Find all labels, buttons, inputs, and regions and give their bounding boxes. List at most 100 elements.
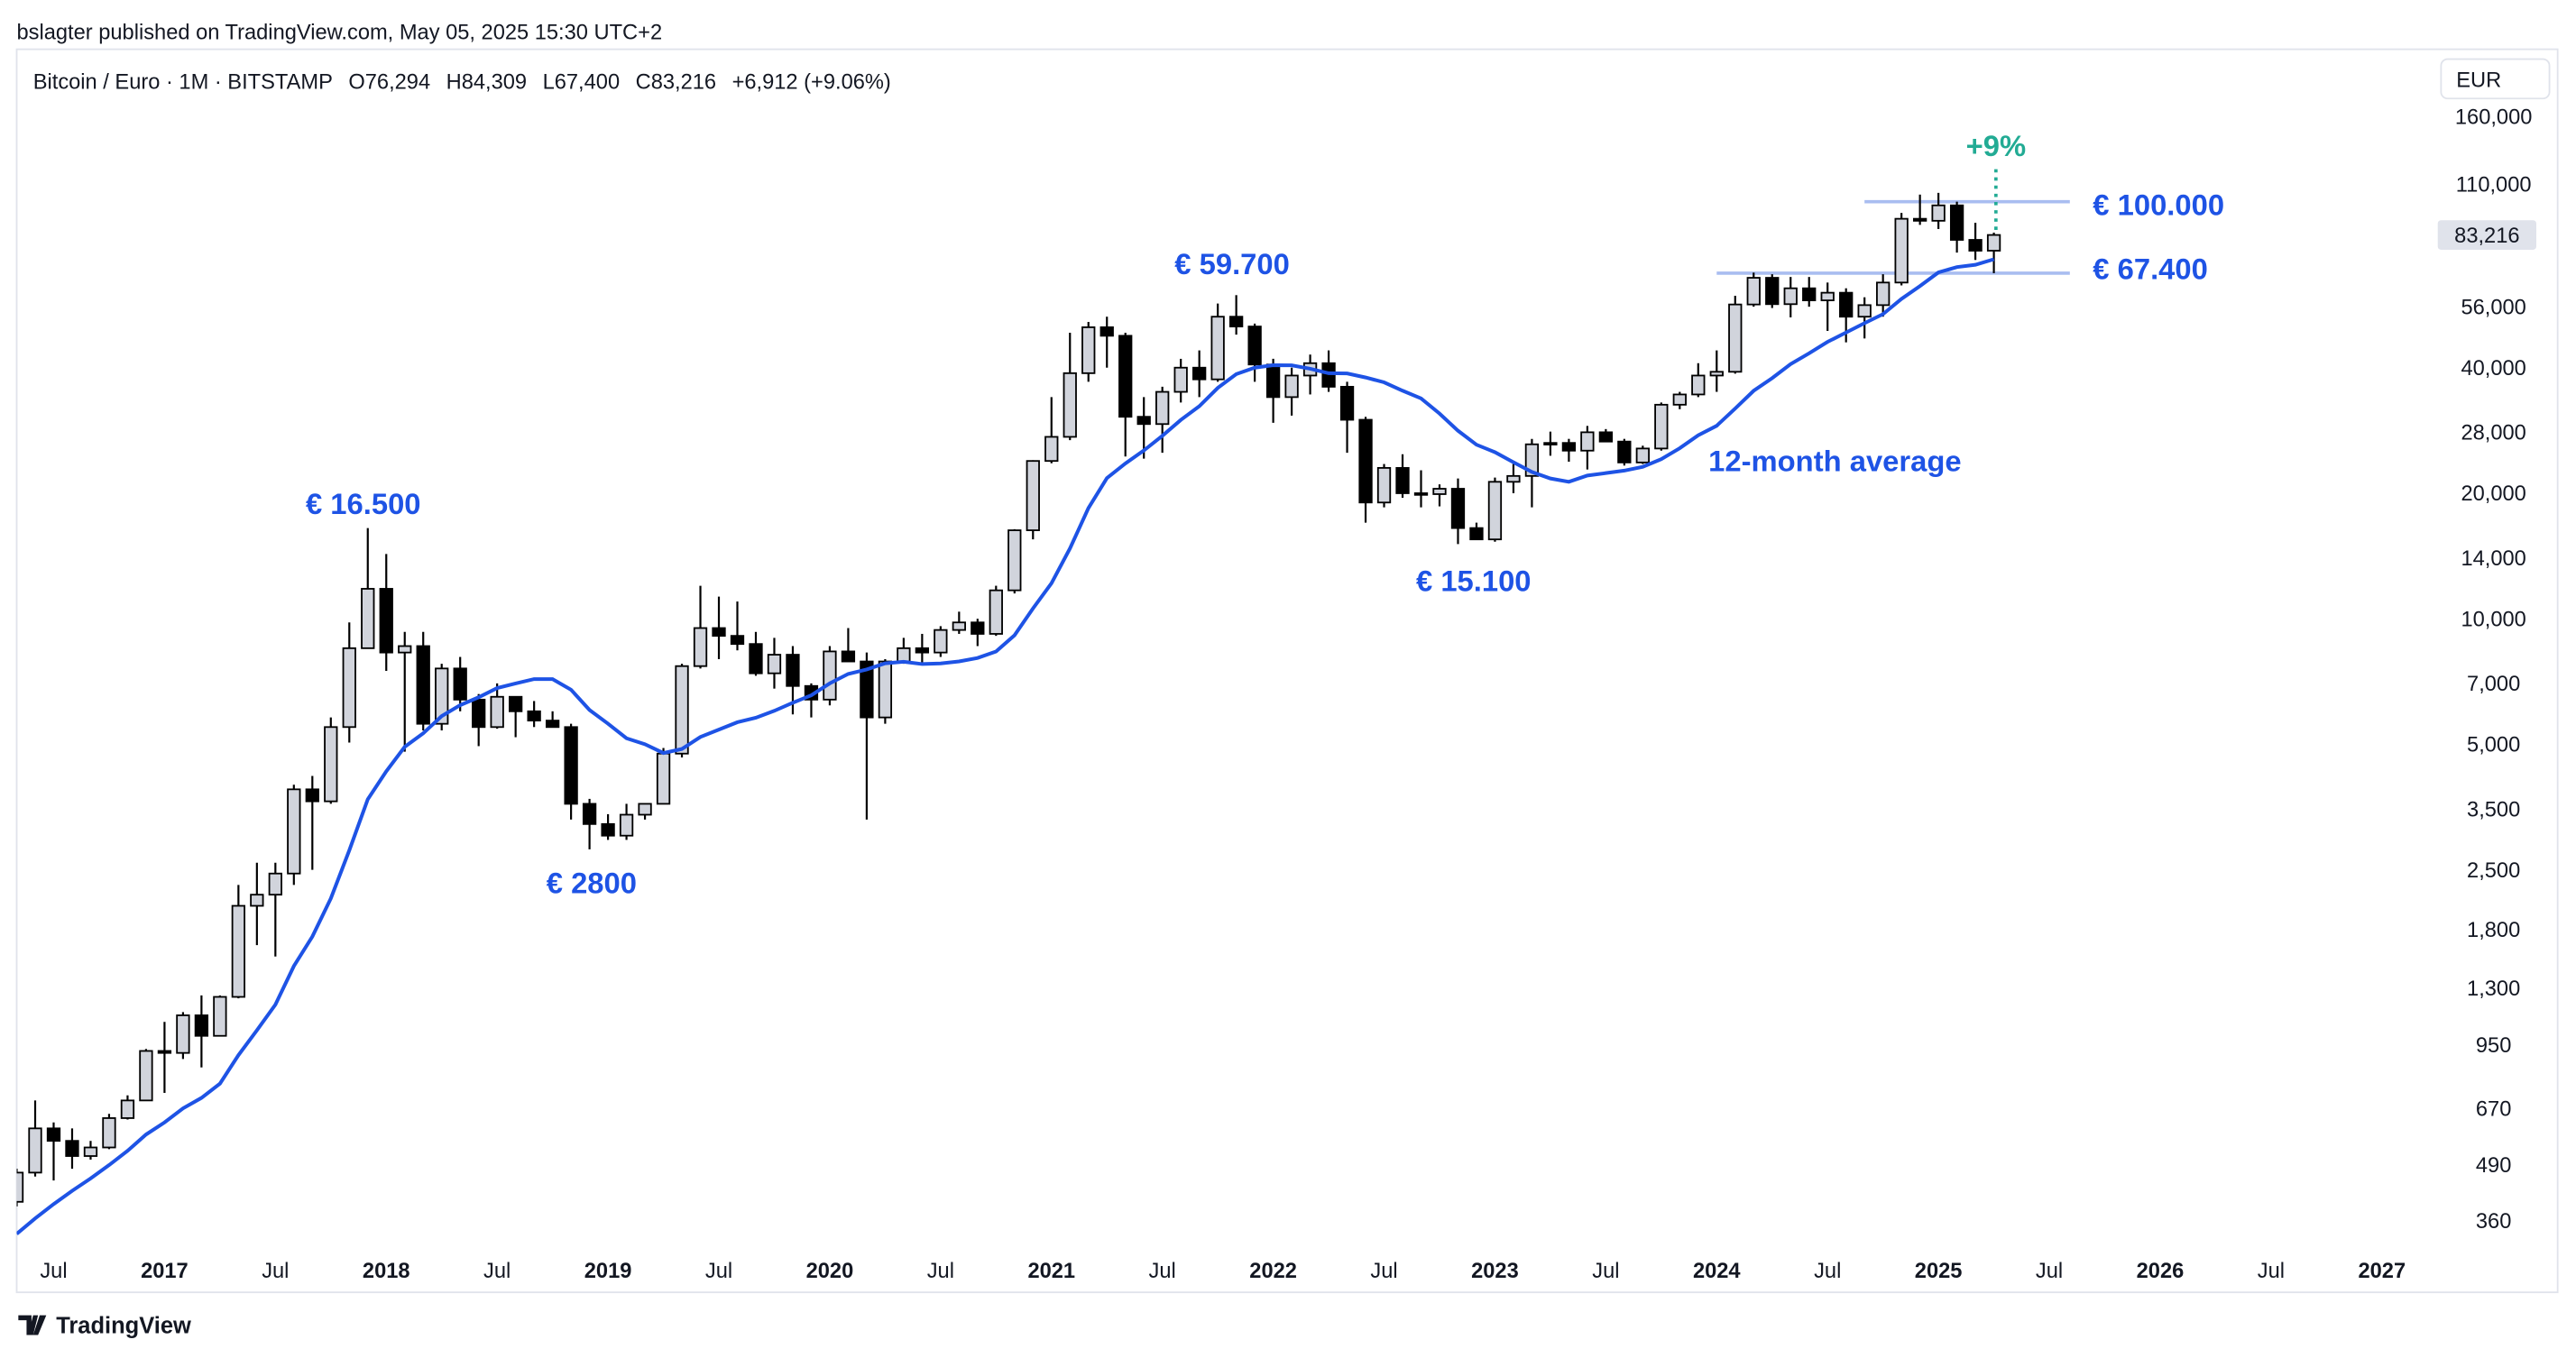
candle-body [1376,466,1392,504]
candle-body [730,635,745,646]
candle-body [1894,217,1909,284]
candle-body [934,629,948,654]
y-tick-label: 10,000 [2461,608,2525,631]
candle-body [1765,277,1780,306]
y-tick-label: 670 [2476,1097,2511,1121]
last-price-tag [2437,220,2536,250]
candle-body [601,822,615,837]
y-tick-label: 950 [2476,1034,2511,1058]
candle-body [65,1140,79,1157]
candle-body [1617,440,1632,463]
footer: TradingView [18,1314,191,1339]
candle-body [120,1099,135,1119]
currency[interactable]: EUR [2456,69,2501,93]
candle-body [638,803,652,816]
y-tick-label: 2,500 [2467,859,2520,883]
candle-body [1654,403,1669,450]
candle-body [16,1171,24,1203]
price-annotation: € 16.500 [306,487,421,520]
candle-body [619,813,634,837]
candle-body [1598,431,1614,443]
candle-body [342,647,356,729]
candle-body [823,650,837,701]
y-tick-label: 1,800 [2467,919,2520,942]
candle-body [786,654,800,687]
candle-body [897,647,911,663]
candle-body [435,667,449,725]
candle-body [490,695,504,729]
x-tick-label: 2019 [584,1260,632,1283]
y-tick-label: 40,000 [2461,357,2525,381]
candle-body [1265,363,1281,399]
candle-body [860,660,874,719]
candle-body [749,643,763,674]
y-tick-label: 360 [2476,1210,2511,1234]
x-tick-label: 2023 [1471,1260,1519,1283]
candle-body [1580,431,1595,452]
candle-body [545,720,560,729]
change-value: +6,912 (+9.06%) [732,70,891,94]
x-tick-label: Jul [40,1260,67,1283]
x-tick-label: Jul [1370,1260,1397,1283]
candle-body [305,788,319,803]
x-tick-label: Jul [1149,1260,1176,1283]
candle-body [1857,304,1872,318]
close-value: C83,216 [636,70,716,94]
y-tick-label: 3,500 [2467,798,2520,821]
x-tick-label: 2021 [1027,1260,1075,1283]
candle-body [1118,335,1133,418]
candle-body [1339,385,1355,421]
x-tick-label: 2026 [2137,1260,2185,1283]
x-tick-label: Jul [705,1260,732,1283]
legend: Bitcoin / Euro · 1M · BITSTAMP O76,294 H… [33,70,891,94]
candle-body [1099,326,1114,337]
price-annotation: € 2800 [547,867,637,900]
brand-logo [18,1315,47,1335]
candle-body [416,645,430,725]
x-tick-label: Jul [2036,1260,2063,1283]
candle-body [1155,390,1170,426]
candle-body [1912,217,1927,222]
candle-body [1469,527,1484,541]
candle-body [194,1014,209,1037]
candle-body [268,872,282,896]
open-value: O76,294 [348,70,430,94]
x-tick-label: 2022 [1249,1260,1297,1283]
candle-body [767,654,782,674]
candle-body [1543,442,1558,445]
candle-body [472,698,486,729]
candle-body [1746,277,1761,306]
candle-body [1728,303,1743,373]
candle-body [1820,291,1835,302]
x-tick-label: 2027 [2358,1260,2406,1283]
x-tick-label: 2018 [363,1260,410,1283]
candle-body [1876,281,1891,307]
candle-body [675,665,689,755]
candle-body [1524,443,1540,477]
y-tick-label: 7,000 [2467,673,2520,696]
candle-body [712,627,726,638]
candle-body [83,1146,98,1157]
x-tick-label: Jul [483,1260,511,1283]
candle-body [1081,326,1096,374]
currency-button[interactable] [2440,58,2551,100]
candle-body [287,788,301,875]
y-tick-label: 28,000 [2461,422,2525,445]
candle-body [989,589,1003,635]
low-value: L67,400 [543,70,621,94]
candle-body [157,1050,172,1054]
x-tick-label: Jul [2258,1260,2285,1283]
candle-body [564,726,578,805]
published-note: bslagter published on TradingView.com, M… [17,22,663,45]
candle-body [1395,466,1410,494]
candle-body [361,588,375,649]
candle-body [952,621,966,631]
candle-body [28,1127,42,1174]
candle-body [102,1117,116,1149]
candle-body [1228,316,1244,328]
candle-body [1450,488,1466,529]
candle-body [1413,492,1429,496]
level-label: € 100.000 [2093,188,2224,222]
